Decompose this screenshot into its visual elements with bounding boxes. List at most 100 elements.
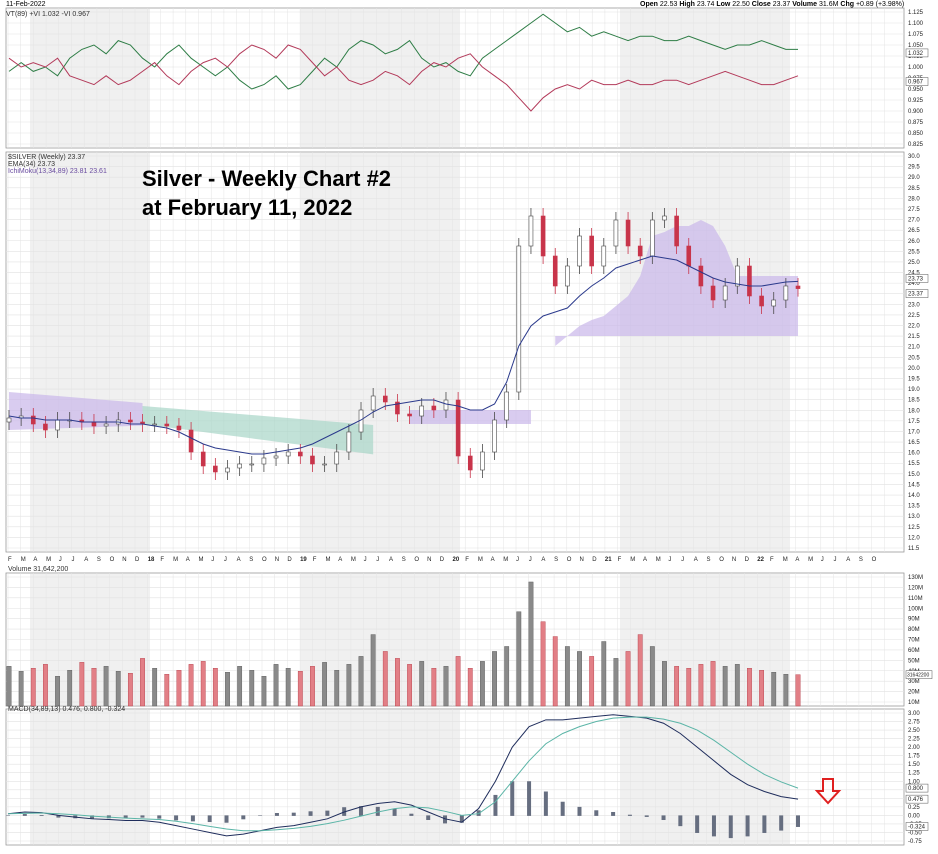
x-tick-label: A <box>795 557 799 563</box>
macd-histogram-bar <box>728 815 733 839</box>
y-tick-label: 1.000 <box>908 65 924 71</box>
volume-bar <box>686 668 692 707</box>
price-candle <box>467 455 473 471</box>
volume-value: 31.6M <box>818 1 839 8</box>
macd-line <box>7 714 799 837</box>
y-tick-label: 24.5 <box>908 271 920 277</box>
y-tick-label: 17.0 <box>908 429 920 435</box>
volume-bar <box>140 658 145 707</box>
x-tick-label: A <box>84 557 88 563</box>
price-candle <box>213 465 218 473</box>
y-tick-label: 29.5 <box>908 165 920 171</box>
macd-histogram-bar <box>39 815 44 816</box>
high-label: High <box>679 1 695 8</box>
y-tick-label: 19.5 <box>908 376 920 382</box>
volume-bar <box>176 670 182 707</box>
panel-band <box>620 710 790 844</box>
y-tick-label: 18.5 <box>908 398 920 404</box>
volume-bar <box>30 668 36 707</box>
last-value-label: 23.73 <box>908 276 924 282</box>
x-tick-label: S <box>249 557 253 563</box>
x-tick-label: S <box>707 557 711 563</box>
volume-bar <box>273 664 279 707</box>
macd-histogram-bar <box>6 815 10 816</box>
macd-histogram-bar <box>661 815 666 820</box>
price-candle <box>589 235 594 267</box>
y-tick-label: 0.00 <box>908 813 920 819</box>
x-tick-label: F <box>313 557 317 563</box>
y-tick-label: 30.0 <box>908 154 920 160</box>
macd-histogram-bar <box>577 806 582 816</box>
x-tick-label: M <box>630 557 635 563</box>
price-candle <box>613 219 619 247</box>
volume-legend: Volume 31,642,200 <box>8 566 69 573</box>
last-value-label: -0.324 <box>908 824 926 830</box>
volume-label: Volume <box>792 1 818 8</box>
volume-bar <box>589 656 595 707</box>
volume-bar <box>467 668 473 707</box>
x-tick-label: A <box>491 557 495 563</box>
x-tick-label: M <box>46 557 51 563</box>
y-tick-label: 30M <box>908 679 920 685</box>
macd-histogram-bar <box>375 806 380 816</box>
macd-histogram-bar <box>157 815 162 819</box>
y-tick-label: 15.0 <box>908 472 920 478</box>
price-candle <box>310 455 315 465</box>
last-value-box <box>905 822 929 831</box>
y-tick-label: 2.00 <box>908 745 920 751</box>
x-tick-label: F <box>8 557 12 563</box>
y-tick-label: 0.925 <box>908 98 924 104</box>
price-candle <box>128 419 133 423</box>
macd-histogram-bar <box>493 794 498 816</box>
volume-bar <box>601 641 607 707</box>
volume-bar <box>6 666 12 707</box>
y-tick-label: 1.100 <box>908 21 924 27</box>
y-tick-label: 70M <box>908 638 920 644</box>
macd-histogram-bar <box>224 815 229 823</box>
macd-histogram-bar <box>140 815 145 818</box>
y-tick-label: 0.950 <box>908 87 924 93</box>
price-candle <box>43 423 48 431</box>
y-tick-label: -0.50 <box>908 830 922 836</box>
x-tick-label: F <box>465 557 469 563</box>
price-candle <box>735 265 740 287</box>
y-tick-label: 28.0 <box>908 196 920 202</box>
x-tick-label: J <box>834 557 837 563</box>
y-tick-label: 80M <box>908 627 920 633</box>
macd-histogram-bar <box>695 815 700 833</box>
volume-bar <box>225 672 230 707</box>
price-candle <box>225 467 230 473</box>
macd-histogram-bar <box>392 808 397 816</box>
price-candle <box>759 295 764 307</box>
volume-bar <box>152 668 158 707</box>
macd-histogram-bar <box>174 815 179 821</box>
open-label: Open <box>640 1 658 8</box>
macd-histogram-bar <box>190 815 195 822</box>
y-tick-label: 21.5 <box>908 334 920 340</box>
price-candle <box>6 417 12 423</box>
x-tick-label: D <box>287 557 292 563</box>
chg-value: +0.89 (+3.98%) <box>855 1 905 8</box>
y-tick-label: 25.5 <box>908 249 920 255</box>
x-tick-label: J <box>516 557 519 563</box>
y-tick-label: 29.0 <box>908 175 920 181</box>
macd-histogram-bar <box>22 814 27 816</box>
ichimoku-cloud-bull <box>9 392 143 430</box>
volume-bar <box>613 658 619 707</box>
volume-bar <box>747 668 752 707</box>
y-tick-label: 1.75 <box>908 754 920 760</box>
x-tick-label: O <box>262 557 267 563</box>
price-candle <box>200 451 206 467</box>
price-candle <box>273 455 279 459</box>
price-candle <box>164 423 170 427</box>
price-candle <box>346 431 352 453</box>
volume-bar <box>212 668 218 707</box>
macd-histogram-bar <box>90 815 95 819</box>
volume-bar <box>431 668 437 707</box>
volume-bar <box>710 661 716 707</box>
x-tick-label: 18 <box>148 557 155 563</box>
volume-bar <box>237 666 243 707</box>
volume-bar <box>722 666 728 707</box>
price-candle <box>407 413 412 417</box>
price-candle <box>431 405 437 411</box>
